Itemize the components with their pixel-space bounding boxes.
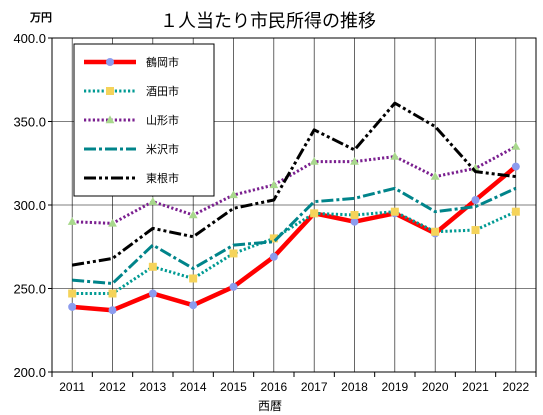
data-point <box>471 226 480 235</box>
data-point <box>269 234 278 243</box>
data-point <box>350 217 359 226</box>
series-line <box>72 186 517 285</box>
series-line <box>71 164 518 313</box>
data-point <box>431 227 440 236</box>
x-tick-label: 2019 <box>381 380 408 394</box>
data-point <box>430 172 440 180</box>
x-axis-label: 西暦 <box>258 399 282 413</box>
legend-item: 鶴岡市 <box>84 55 179 69</box>
series-line <box>71 101 517 267</box>
x-tick-label: 2022 <box>502 380 529 394</box>
x-tick-label: 2011 <box>59 380 85 394</box>
data-point <box>390 151 400 160</box>
x-axis: 2011 2012 2013 2014 2015 2016 2017 2018 2019 2020… <box>51 372 537 394</box>
legend-label: 鶴岡市 <box>146 55 179 69</box>
legend-label: 東根市 <box>146 171 179 185</box>
data-point <box>68 302 77 311</box>
y-tick-label: 350.0 <box>13 115 46 130</box>
data-point <box>106 87 114 95</box>
data-point <box>269 180 279 189</box>
data-point <box>148 289 157 298</box>
series-group <box>67 101 521 315</box>
series-5 <box>71 101 517 267</box>
x-tick-label: 2014 <box>180 380 207 394</box>
x-tick-label: 2015 <box>220 380 247 394</box>
data-point <box>471 195 480 204</box>
data-point <box>148 197 158 205</box>
data-point <box>229 282 238 291</box>
data-point <box>188 210 198 219</box>
data-point <box>229 249 238 258</box>
data-point <box>67 217 77 225</box>
series-line <box>72 145 517 225</box>
legend-label: 米沢市 <box>146 142 179 156</box>
data-point <box>189 274 198 283</box>
x-tick-label: 2018 <box>341 380 368 394</box>
y-axis-unit: 万円 <box>29 11 52 24</box>
x-tick-label: 2013 <box>139 380 166 394</box>
x-tick-label: 2016 <box>260 380 287 394</box>
data-point <box>106 58 114 66</box>
data-point <box>229 190 238 199</box>
data-point <box>350 211 359 220</box>
data-point <box>350 156 359 165</box>
legend-item: 東根市 <box>84 171 179 185</box>
series-3 <box>67 141 521 227</box>
data-point <box>148 262 157 271</box>
series-2 <box>68 207 520 298</box>
data-point <box>309 156 319 165</box>
data-point <box>511 162 520 171</box>
legend-label: 山形市 <box>146 113 179 127</box>
x-tick-label: 2020 <box>422 380 449 394</box>
x-tick-label: 2012 <box>99 380 126 394</box>
data-point <box>511 141 521 150</box>
y-axis: 200.0 250.0 300.0 350.0 400.0 <box>13 31 52 380</box>
y-tick-label: 200.0 <box>13 365 46 380</box>
x-tick-label: 2017 <box>301 380 328 394</box>
legend-item: 米沢市 <box>84 142 179 156</box>
data-point <box>105 115 115 124</box>
y-tick-label: 250.0 <box>13 282 46 297</box>
y-tick-label: 400.0 <box>13 31 46 46</box>
y-tick-label: 300.0 <box>13 198 46 213</box>
data-point <box>108 306 117 315</box>
data-point <box>68 289 77 298</box>
data-point <box>390 207 399 216</box>
data-point <box>108 218 117 227</box>
series-4 <box>72 186 517 285</box>
data-point <box>310 209 319 218</box>
data-point <box>189 301 198 310</box>
data-point <box>511 207 520 216</box>
legend-item: 山形市 <box>84 113 179 127</box>
series-1 <box>68 162 520 315</box>
x-tick-label: 2021 <box>462 380 489 394</box>
series-line <box>72 210 517 296</box>
legend-label: 酒田市 <box>146 84 179 98</box>
data-point <box>269 252 278 261</box>
chart-title: １人当たり市民所得の推移 <box>160 11 376 32</box>
data-point <box>108 289 117 298</box>
legend-item: 酒田市 <box>84 84 179 98</box>
